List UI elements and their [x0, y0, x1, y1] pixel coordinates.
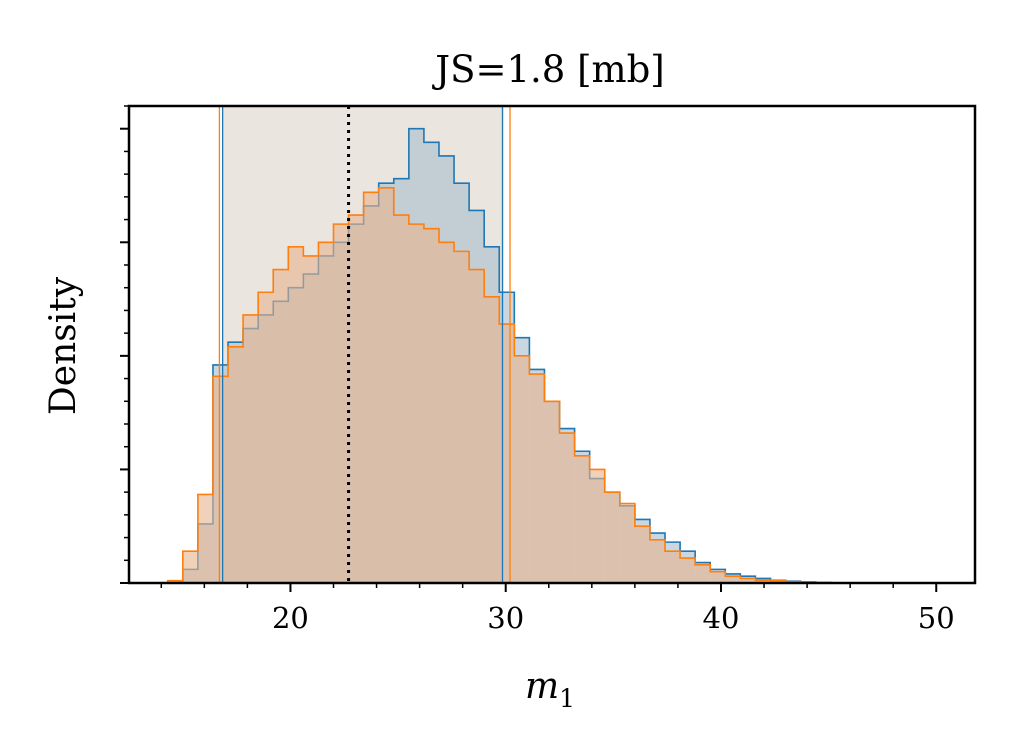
x-axis-title-subscript: 1 [559, 684, 575, 713]
histogram-bar [182, 551, 198, 583]
histogram-bar [393, 215, 409, 583]
series-2 [166, 186, 967, 583]
plot-frame [127, 104, 977, 585]
histogram-bar [740, 578, 756, 583]
histogram-bar [725, 576, 741, 583]
histogram-bar [619, 503, 635, 583]
histogram-bar [680, 558, 696, 583]
histogram-bar [574, 455, 590, 583]
histogram-bar [454, 251, 470, 583]
histogram-bar [529, 374, 545, 583]
histogram-bar [258, 292, 274, 583]
x-tick-label: 30 [487, 601, 524, 635]
y-axis-title: Density [43, 276, 84, 415]
histogram-bar [559, 433, 575, 583]
histogram-bar [243, 314, 259, 583]
chart-title: JS=1.8 [mb] [431, 48, 664, 91]
histogram-bar [423, 228, 439, 583]
histogram-bar [499, 324, 515, 583]
x-tick-label: 40 [703, 601, 740, 635]
histogram-bar [695, 564, 711, 583]
x-axis-title-main: m [525, 666, 559, 707]
histogram-bar [273, 269, 289, 583]
histogram-bar [378, 187, 394, 583]
x-axis-title: m1 [525, 666, 575, 713]
histogram-outline [166, 186, 967, 583]
histogram-bar [212, 376, 229, 583]
plot-area [166, 106, 967, 583]
histogram-bar [288, 246, 304, 583]
histogram-bar [333, 224, 349, 583]
histogram-bar [649, 539, 666, 583]
histogram-bar [589, 469, 605, 583]
histogram-bar [469, 269, 485, 583]
histogram-bar [514, 355, 530, 583]
histogram-bar [634, 526, 650, 583]
x-tick-label: 20 [272, 601, 309, 635]
histogram-bar [348, 215, 364, 583]
histogram-bar [197, 494, 213, 583]
histogram-bar [318, 242, 334, 583]
histogram-bar [363, 192, 379, 583]
histogram-bar [544, 401, 560, 583]
y-axis [120, 105, 129, 584]
histogram-bar [665, 551, 681, 583]
histogram-bar [604, 492, 620, 583]
histogram-bar [408, 224, 424, 583]
histogram-bar [303, 255, 319, 583]
histogram-bar [228, 346, 244, 583]
histogram-bar [755, 580, 771, 583]
histogram-bar [438, 242, 455, 583]
x-tick-label: 50 [918, 601, 955, 635]
histogram-bar [710, 571, 726, 583]
x-axis: 20 30 40 50 [160, 583, 955, 635]
histogram-bar [484, 296, 500, 583]
